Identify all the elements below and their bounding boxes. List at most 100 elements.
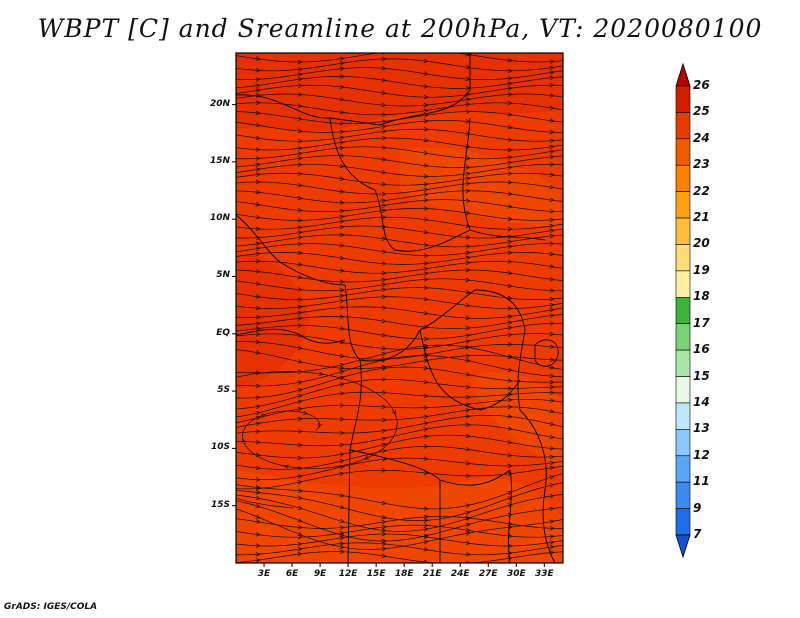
colorbar-label: 22: [693, 183, 710, 198]
streamline: [236, 516, 563, 529]
streamline-arrow: [423, 336, 429, 342]
streamline: [236, 344, 563, 374]
streamline-arrow: [423, 324, 429, 330]
lon-tick-label: 33E: [534, 569, 554, 579]
colorbar-swatch: [675, 455, 691, 483]
colorbar-swatch: [675, 323, 691, 351]
colorbar-label: 20: [693, 236, 710, 251]
streamline-arrow: [465, 339, 471, 344]
streamline-arrow: [507, 397, 513, 403]
lon-tick-label: 30E: [506, 569, 526, 579]
streamline-arrow: [381, 102, 387, 108]
streamline-arrow: [381, 553, 387, 559]
colorbar-swatch: [675, 244, 691, 272]
colorbar-label: 26: [693, 78, 710, 92]
streamline: [236, 58, 563, 72]
streamline-arrow: [381, 449, 387, 454]
streamline-arrow: [255, 415, 261, 421]
streamline-arrow: [465, 260, 471, 266]
streamline-arrow: [549, 475, 555, 480]
streamline-arrow: [465, 344, 471, 350]
streamline-arrow: [465, 109, 471, 114]
country-border: [236, 53, 471, 126]
streamline-arrow: [465, 289, 471, 295]
streamline-arrow: [297, 182, 303, 188]
streamline: [236, 208, 563, 221]
streamline-arrow: [255, 246, 261, 251]
streamline-arrow: [549, 454, 555, 460]
streamline-arrow: [255, 83, 261, 88]
streamline-arrow: [465, 235, 471, 240]
streamline-arrow: [465, 358, 471, 363]
streamline: [236, 181, 563, 195]
streamline-arrow: [549, 390, 555, 395]
streamline-arrow: [423, 534, 429, 539]
streamline-arrow: [255, 326, 261, 332]
streamline-arrow: [339, 382, 345, 387]
streamline-arrow: [381, 129, 387, 134]
lon-tick-label: 15E: [366, 569, 386, 579]
streamline-arrow: [549, 483, 555, 488]
streamline-arrow: [339, 84, 345, 90]
streamline-arrow: [423, 514, 429, 520]
streamline-arrow: [381, 352, 387, 357]
streamline-arrow: [549, 519, 555, 525]
streamline: [236, 445, 563, 470]
lon-tick-label: 27E: [478, 569, 498, 579]
streamline-arrow: [297, 162, 303, 168]
streamline-arrow: [381, 442, 387, 448]
colorbar-swatch: [675, 191, 691, 219]
streamline-arrow: [423, 285, 429, 291]
streamline-arrow: [381, 377, 387, 382]
streamline-arrow: [549, 228, 555, 234]
streamline: [236, 322, 563, 340]
streamline-arrow: [423, 71, 429, 76]
streamline-arrow: [381, 366, 387, 371]
streamline-arrow: [507, 226, 513, 232]
streamline-arrow: [297, 455, 303, 461]
colorbar-top-arrow: [675, 62, 691, 87]
streamline-arrow: [255, 258, 261, 264]
streamline-arrow: [423, 434, 429, 439]
streamline-arrow: [381, 346, 387, 351]
streamline-arrow: [507, 86, 513, 91]
streamline-arrow: [465, 447, 471, 452]
streamline-arrow: [549, 550, 555, 555]
streamline-arrow: [255, 56, 261, 61]
streamline-arrow: [339, 442, 345, 448]
streamline-arrow: [339, 121, 345, 126]
streamline-arrow: [423, 296, 429, 302]
streamline: [236, 371, 398, 509]
streamline-arrow: [297, 429, 303, 434]
streamline-arrow: [423, 427, 429, 432]
streamline-arrow: [507, 68, 513, 74]
streamline-arrow: [507, 463, 513, 469]
streamline-arrow: [423, 206, 429, 211]
streamline-arrow: [255, 519, 261, 524]
streamline-arrow: [339, 416, 345, 422]
streamline-arrow: [549, 534, 555, 539]
country-border: [519, 409, 556, 563]
streamline-arrow: [549, 82, 555, 88]
streamline-arrow: [423, 242, 429, 248]
streamline: [236, 53, 563, 63]
streamline-arrow: [507, 244, 513, 249]
colorbar-swatch: [675, 508, 691, 536]
streamline-arrow: [465, 353, 471, 359]
streamline-arrow: [381, 524, 387, 530]
streamline-arrow: [381, 305, 387, 310]
streamline-arrow: [381, 546, 387, 552]
streamline-arrow: [549, 493, 555, 499]
streamline-arrow: [339, 243, 345, 248]
streamline-arrow: [297, 442, 303, 448]
streamline-arrow: [549, 296, 555, 302]
streamline-arrow: [339, 268, 345, 273]
streamline-arrow: [255, 495, 261, 501]
streamline-arrow: [297, 275, 303, 280]
streamline-arrow: [423, 198, 429, 203]
streamline-arrow: [297, 369, 303, 375]
streamline-arrow: [381, 428, 387, 434]
streamline-arrow: [381, 112, 387, 118]
streamline-arrow: [339, 492, 345, 498]
streamline-arrow: [339, 109, 345, 115]
